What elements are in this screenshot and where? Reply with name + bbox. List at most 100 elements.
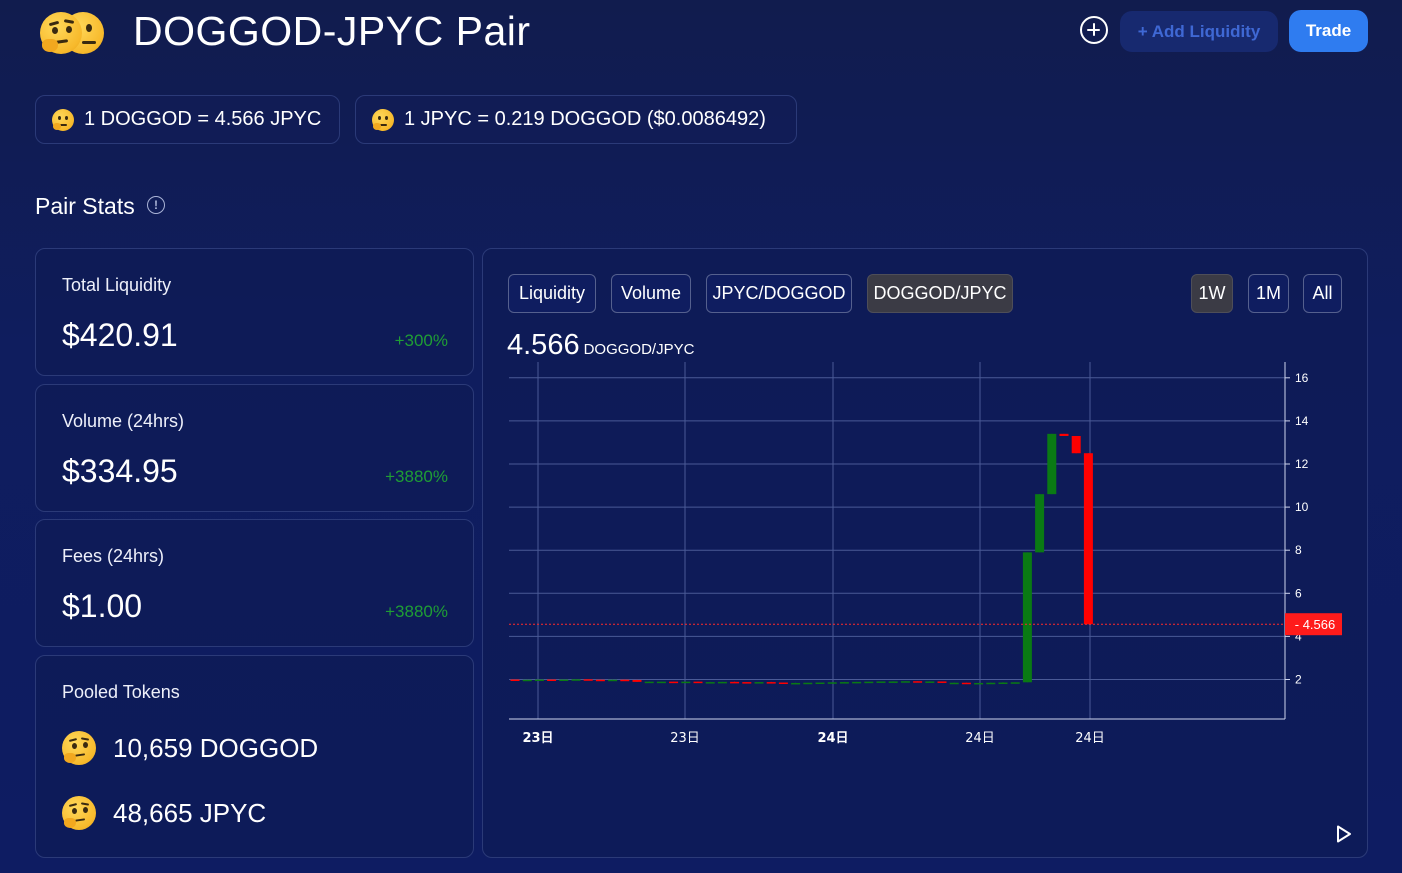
pair-stats-title: Pair Stats [35,193,135,219]
candle-body [925,681,935,683]
range-all[interactable]: All [1303,274,1342,313]
tab-liquidity[interactable]: Liquidity [508,274,596,313]
stat-label: Total Liquidity [62,275,172,295]
pooled-token-amount: 10,659 DOGGOD [113,732,319,763]
candle-body [876,681,886,683]
candle-body [888,681,898,683]
candle-body [1059,433,1069,436]
candle-body [827,682,837,684]
pooled-token-row: 10,659 DOGGOD [62,731,318,765]
thinking-face-icon [62,796,96,830]
candlestick-chart[interactable]: 2 4 6 8 10 12 14 16 23日 23日 24日 24日 24日 - 4.566 [483,249,1367,857]
candle-body [900,681,910,683]
candle-body [1071,435,1081,454]
candle-body [705,682,715,684]
stat-value: $1.00 [62,588,143,624]
stat-label: Fees (24hrs) [62,546,165,566]
candle-body [778,682,788,685]
thinking-face-icon [52,109,76,133]
candle-body [852,681,862,684]
candle-body [656,681,666,684]
tab-doggod-jpyc[interactable]: DOGGOD/JPYC [867,274,1013,313]
candle-body [571,679,581,681]
volume-card: Volume (24hrs) $334.95 +3880% [35,384,474,512]
stat-change: +3880% [385,602,448,621]
candle-body [534,679,544,681]
candle-body [620,679,630,682]
stat-label: Pooled Tokens [62,682,180,702]
candle-body [815,682,825,685]
range-1m[interactable]: 1M [1248,274,1289,313]
candle-body [1047,433,1057,495]
chart-panel: Liquidity Volume JPYC/DOGGOD DOGGOD/JPYC… [482,248,1368,858]
rate-text: 1 DOGGOD = 4.566 JPYC [84,108,322,130]
total-liquidity-card: Total Liquidity $420.91 +300% [35,248,474,376]
tab-jpyc-doggod[interactable]: JPYC/DOGGOD [706,274,852,313]
thinking-face-icon [40,12,82,54]
trade-button[interactable]: Trade [1289,10,1368,52]
y-tick-label: 8 [1295,543,1302,557]
candle-body [754,682,764,684]
candle-body [766,682,776,684]
add-circle-icon[interactable] [1080,16,1108,44]
fees-card: Fees (24hrs) $1.00 +3880% [35,519,474,647]
candle-body [693,681,703,684]
y-tick-label: 2 [1295,673,1302,687]
candle-body [986,682,996,685]
stat-label: Volume (24hrs) [62,411,185,431]
y-tick-label: 4 [1295,629,1302,643]
candle-body [730,681,740,684]
stat-change: +3880% [385,467,448,486]
candle-body [974,682,984,685]
range-1w[interactable]: 1W [1191,274,1233,313]
rate-chip-jpyc[interactable]: 1 JPYC = 0.219 DOGGOD ($0.0086492) [355,95,797,144]
price-value: 4.566 [507,329,580,361]
candle-body [864,681,874,684]
candle-body [913,681,923,683]
candle-body [559,679,569,681]
candle-body [839,682,849,684]
candle-body [717,681,727,684]
current-price: 4.566 DOGGOD/JPYC [507,329,694,366]
candle-body [644,681,654,684]
tab-volume[interactable]: Volume [611,274,691,313]
candle-body [791,682,801,685]
price-unit: DOGGOD/JPYC [583,341,695,358]
rate-text: 1 JPYC = 0.219 DOGGOD ($0.0086492) [404,108,766,130]
last-price-label: - 4.566 [1295,617,1335,632]
candle-body [1022,552,1032,683]
thinking-face-icon [62,731,96,765]
candle-body [669,681,679,684]
candle-body [937,681,947,683]
play-icon[interactable] [1336,825,1352,843]
x-tick-label: 24日 [1075,731,1105,746]
info-icon[interactable]: ! [147,196,165,214]
candle-body [595,679,605,682]
candle-body [510,679,520,681]
page-title: DOGGOD-JPYC Pair [133,8,531,54]
pooled-token-amount: 48,665 JPYC [113,797,267,828]
last-price-tag [1285,613,1342,636]
rate-chip-doggod[interactable]: 1 DOGGOD = 4.566 JPYC [35,95,340,144]
pair-logo [38,10,108,56]
candle-body [681,681,691,684]
candle-body [1035,494,1045,553]
candle-body [583,679,593,681]
candle-body [1010,682,1020,684]
candle-body [949,682,959,685]
candle-body [522,679,532,682]
y-tick-label: 6 [1295,586,1302,600]
stat-change: +300% [394,331,448,350]
candle-body [1083,453,1093,625]
y-tick-label: 12 [1295,457,1309,471]
y-tick-label: 14 [1295,414,1309,428]
x-tick-label: 23日 [522,731,553,746]
candle-body [961,682,971,685]
thinking-face-icon [372,109,396,133]
x-tick-label: 23日 [670,731,700,746]
candle-body [803,682,813,685]
add-liquidity-button[interactable]: + Add Liquidity [1120,11,1278,52]
x-tick-label: 24日 [817,731,848,746]
candle-body [608,679,618,682]
stat-value: $420.91 [62,317,178,353]
